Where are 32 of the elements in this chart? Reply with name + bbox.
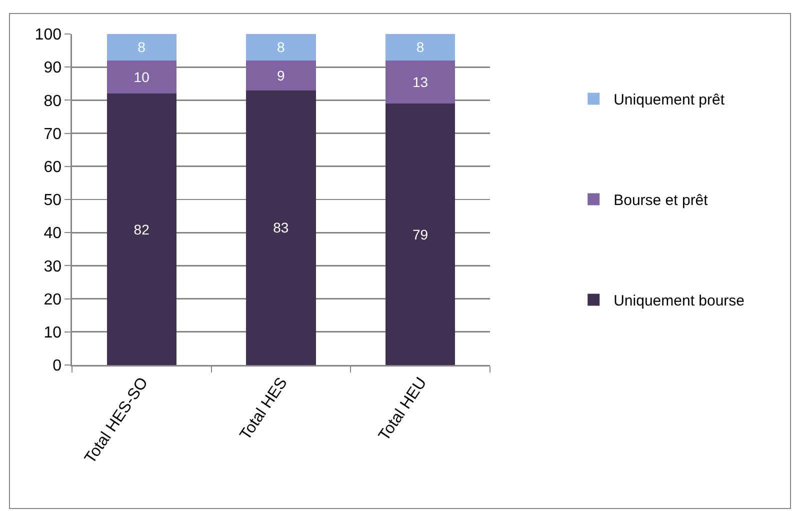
data-label: 8 <box>416 39 424 56</box>
y-tick-label: 100 <box>34 26 62 44</box>
bar <box>386 60 456 104</box>
data-label: 10 <box>134 69 150 86</box>
y-tick-label: 90 <box>44 60 62 77</box>
data-label: 82 <box>134 221 150 238</box>
y-tick-label: 40 <box>44 225 62 242</box>
y-tick-label: 50 <box>44 192 62 210</box>
y-tick-label: 30 <box>44 258 62 276</box>
bar <box>106 34 176 60</box>
y-tick-label: 0 <box>52 358 62 375</box>
y-tick-label: 70 <box>44 126 62 143</box>
bar <box>386 34 456 60</box>
bar <box>246 60 316 90</box>
data-label: 8 <box>277 39 285 56</box>
legend-label: Uniquement prêt <box>614 92 726 109</box>
y-tick-label: 80 <box>44 92 62 110</box>
bar <box>106 60 176 94</box>
y-tick-label: 60 <box>44 159 62 176</box>
data-label: 13 <box>412 74 428 90</box>
bar <box>246 90 316 365</box>
legend-label: Bourse et prêt <box>614 192 709 210</box>
y-tick-label: 10 <box>44 324 62 342</box>
data-label: 8 <box>138 39 146 56</box>
data-label: 79 <box>412 226 428 242</box>
bar <box>386 104 456 365</box>
y-tick-label: 20 <box>44 291 62 308</box>
data-label: 9 <box>277 67 285 84</box>
legend-label: Uniquement bourse <box>614 292 745 310</box>
bar <box>106 94 176 365</box>
bar <box>246 34 316 60</box>
data-label: 83 <box>273 220 289 236</box>
